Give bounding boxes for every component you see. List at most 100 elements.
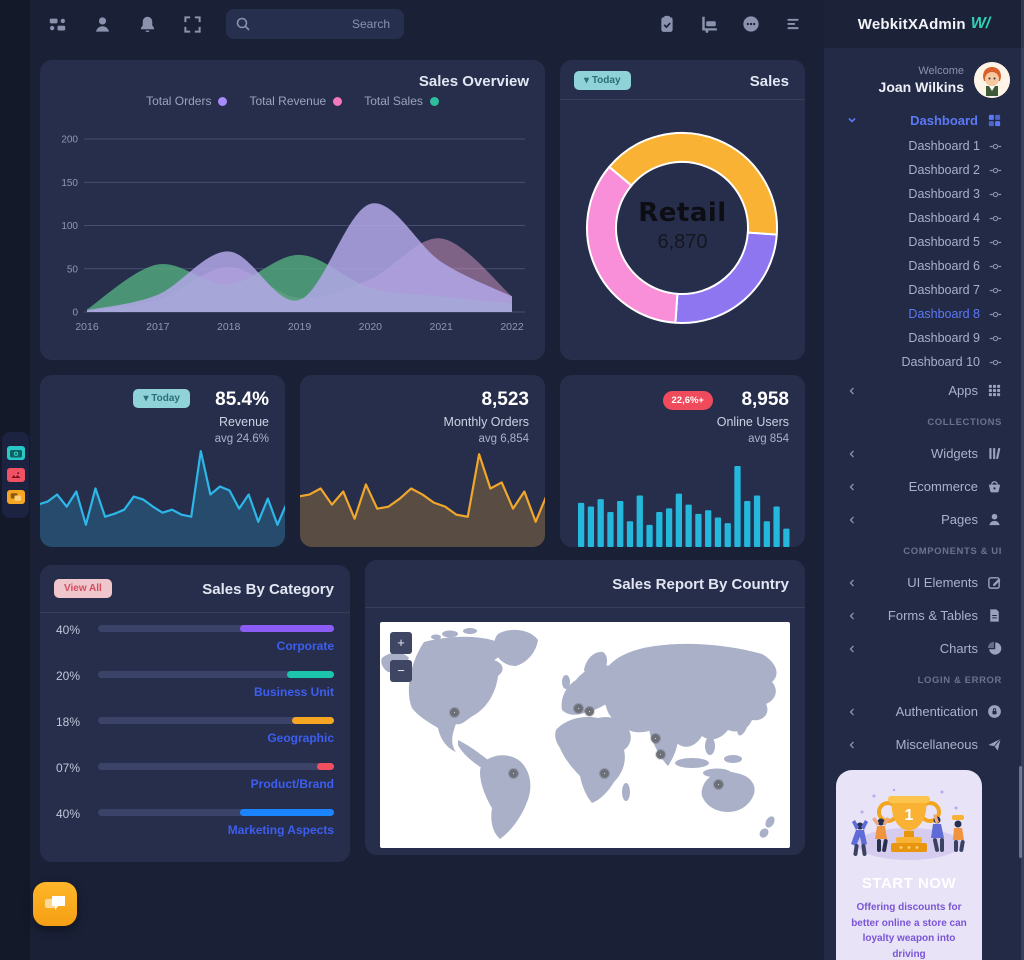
chevron-left-icon[interactable] (846, 706, 858, 718)
sidebar-item-dashboard-8[interactable]: Dashboard 8 (824, 302, 1024, 326)
navbar-right-icons (658, 0, 802, 48)
logo-text: WebkitXAdmin (857, 15, 966, 33)
monthly-orders-stat-card: 8,523 Monthly Orders avg 6,854 (300, 375, 545, 547)
category-label[interactable]: Corporate (276, 639, 334, 653)
world-map[interactable]: + − (380, 622, 790, 848)
sidebar-item-label: Pages (941, 512, 978, 527)
sidebar-item-label: Ecommerce (908, 479, 978, 494)
user-icon[interactable] (93, 15, 112, 34)
today-filter-badge[interactable]: ▾ Today (574, 71, 631, 90)
user-avatar[interactable] (974, 62, 1010, 98)
camera-app-icon[interactable] (6, 446, 25, 460)
sidebar-item-ecommerce[interactable]: Ecommerce (824, 470, 1024, 503)
progress-track (98, 763, 334, 770)
today-filter-badge[interactable]: ▾ Today (133, 389, 190, 408)
sidebar-item-ui-elements[interactable]: UI Elements (824, 566, 1024, 599)
category-row-product-brand: 07% Product/Brand (56, 755, 334, 801)
sidebar-item-forms-tables[interactable]: Forms & Tables (824, 599, 1024, 632)
chevron-left-icon[interactable] (846, 739, 858, 751)
sidebar-section-login-error: LOGIN & ERROR (824, 665, 1024, 695)
category-row-marketing-aspects: 40% Marketing Aspects (56, 801, 334, 847)
gallery-app-icon[interactable] (6, 468, 25, 482)
sidebar-item-dashboard-2[interactable]: Dashboard 2 (824, 158, 1024, 182)
sidebar-section-collections: COLLECTIONS (824, 407, 1024, 437)
legend-item[interactable]: Total Revenue (249, 94, 343, 108)
map-marker-italy[interactable] (585, 707, 594, 716)
sidebar-item-dashboard-9[interactable]: Dashboard 9 (824, 326, 1024, 350)
sidebar-item-authentication[interactable]: Authentication (824, 695, 1024, 728)
category-label[interactable]: Product/Brand (250, 777, 334, 791)
chevron-left-icon[interactable] (846, 577, 858, 589)
cart-icon[interactable] (700, 15, 718, 33)
grid9-icon (987, 383, 1002, 398)
sidebar-item-dashboard-7[interactable]: Dashboard 7 (824, 278, 1024, 302)
category-label[interactable]: Marketing Aspects (227, 823, 334, 837)
top-navbar (30, 0, 824, 48)
sidebar-item-label: Dashboard 7 (908, 283, 980, 297)
search-input[interactable] (226, 9, 404, 39)
stat-numbers: 85.4% Revenue avg 24.6% (215, 389, 269, 445)
svg-text:1: 1 (905, 807, 914, 824)
sidebar-item-label: Dashboard 10 (901, 355, 980, 369)
logo-mark-icon: W/ (970, 15, 991, 32)
sidebar-item-miscellaneous[interactable]: Miscellaneous (824, 728, 1024, 761)
chevron-left-icon[interactable] (846, 385, 858, 397)
toggle-icon (989, 236, 1002, 249)
chat-fab-button[interactable] (33, 882, 77, 926)
sidebar-item-dashboard-4[interactable]: Dashboard 4 (824, 206, 1024, 230)
growth-badge: 22,6%+ (662, 391, 713, 410)
map-zoom-controls: + − (390, 632, 412, 682)
expand-icon[interactable] (183, 15, 202, 34)
chevron-left-icon[interactable] (846, 643, 858, 655)
sidebar-item-dashboard-3[interactable]: Dashboard 3 (824, 182, 1024, 206)
map-marker-central-africa[interactable] (600, 769, 609, 778)
chevron-left-icon[interactable] (846, 514, 858, 526)
sidebar-item-widgets[interactable]: Widgets (824, 437, 1024, 470)
sidebar-item-dashboard-10[interactable]: Dashboard 10 (824, 350, 1024, 374)
sidebar-item-dashboard-5[interactable]: Dashboard 5 (824, 230, 1024, 254)
chevron-left-icon[interactable] (846, 448, 858, 460)
chart-legend: Total Orders Total Revenue Total Sales (40, 94, 545, 108)
user-block[interactable]: Welcome Joan Wilkins (879, 62, 1010, 98)
zoom-in-button[interactable]: + (390, 632, 412, 654)
map-marker-indian-ocean[interactable] (656, 750, 665, 759)
menu-grid-icon[interactable] (48, 15, 67, 34)
sales-title: Sales (749, 73, 789, 90)
view-all-button[interactable]: View All (54, 579, 112, 598)
svg-text:100: 100 (61, 221, 78, 232)
clipboard-check-icon[interactable] (658, 15, 676, 33)
chevron-down-icon[interactable] (846, 114, 858, 126)
sidebar-item-pages[interactable]: Pages (824, 503, 1024, 536)
bell-icon[interactable] (138, 15, 157, 34)
chat-dots-icon[interactable] (742, 15, 760, 33)
category-percent: 40% (56, 623, 81, 637)
page-scrollbar[interactable] (1021, 0, 1024, 960)
chevron-left-icon[interactable] (846, 610, 858, 622)
map-marker-australia[interactable] (714, 780, 723, 789)
sidebar-menu: Dashboard Dashboard 1 Dashboard 2 Dashboard… (824, 106, 1024, 761)
chat-app-icon[interactable] (6, 490, 25, 504)
sales-overview-chart: 200 150 100 50 0 2016 2017 2018 2019 2020 2021 2022 (61, 135, 525, 333)
svg-text:2016: 2016 (75, 321, 99, 333)
align-lines-icon[interactable] (784, 15, 802, 33)
sidebar-item-dashboard-6[interactable]: Dashboard 6 (824, 254, 1024, 278)
sidebar-item-dashboard-1[interactable]: Dashboard 1 (824, 134, 1024, 158)
zoom-out-button[interactable]: − (390, 660, 412, 682)
legend-item[interactable]: Total Sales (364, 94, 439, 108)
map-marker-india[interactable] (651, 734, 660, 743)
world-map-svg (381, 628, 777, 839)
map-marker-usa[interactable] (450, 708, 459, 717)
sidebar-item-charts[interactable]: Charts (824, 632, 1024, 665)
sidebar-item-apps[interactable]: Apps (824, 374, 1024, 407)
sidebar-scrollbar[interactable] (1019, 766, 1022, 858)
chevron-left-icon[interactable] (846, 481, 858, 493)
category-label[interactable]: Geographic (267, 731, 334, 745)
logo[interactable]: WebkitXAdmin W/ (824, 0, 1024, 48)
legend-item[interactable]: Total Orders (146, 94, 228, 108)
category-label[interactable]: Business Unit (253, 685, 334, 699)
revenue-value: 85.4% (215, 389, 269, 410)
map-marker-brazil[interactable] (509, 769, 518, 778)
sidebar-item-dashboard[interactable]: Dashboard (824, 106, 1024, 134)
map-marker-spain[interactable] (574, 704, 583, 713)
send-icon (987, 737, 1002, 752)
